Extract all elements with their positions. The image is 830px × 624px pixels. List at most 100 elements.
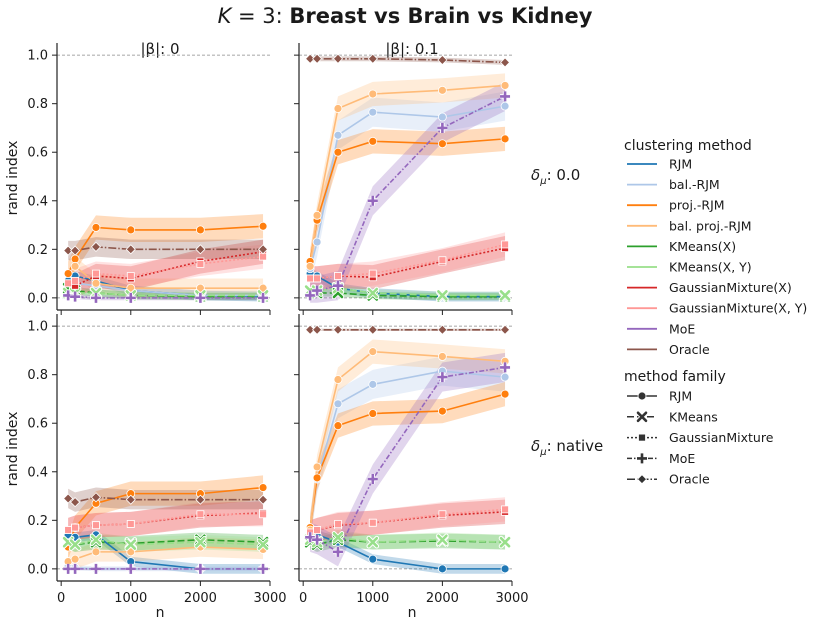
point-proj.-RJM-2900 xyxy=(500,389,510,399)
point-bal.-RJM-500 xyxy=(333,130,343,140)
legend-marker xyxy=(636,474,648,485)
y-tick-label: 0.6 xyxy=(27,146,48,161)
point-GaussianMixture(X, Y)-100 xyxy=(306,274,315,283)
point-Oracle-2000 xyxy=(195,244,206,255)
point-KMeans(X, Y)-1000 xyxy=(366,286,380,300)
x-tick-label: 1000 xyxy=(356,591,389,606)
point-Oracle-2000 xyxy=(437,324,448,335)
point-bal. proj.-RJM-100 xyxy=(305,261,315,271)
band-GaussianMixture(X) xyxy=(310,499,506,545)
row-title-delta-native: δμ: native xyxy=(531,437,603,458)
legend-item-bal. proj.-RJM: bal. proj.-RJM xyxy=(627,218,752,233)
point-bal. proj.-RJM-2000 xyxy=(437,352,447,361)
point-KMeans(X, Y)-500 xyxy=(89,533,103,546)
point-bal. proj.-RJM-2900 xyxy=(500,81,510,90)
point-bal. proj.-RJM-500 xyxy=(333,375,343,384)
point-bal.-RJM-1000 xyxy=(368,379,378,389)
y-tick-label: 0.6 xyxy=(27,417,48,432)
legend: clustering method method family RJM bal.-… xyxy=(624,138,807,487)
point-MoE-200 xyxy=(70,291,81,302)
legend-title-families: method family xyxy=(624,369,726,385)
legend-label: GaussianMixture xyxy=(669,430,774,445)
y-tick-label: 0.0 xyxy=(27,291,48,306)
point-Oracle-1000 xyxy=(125,494,136,505)
series-line-bal.-RJM xyxy=(309,105,506,269)
legend-marker xyxy=(637,391,647,401)
band-GaussianMixture(X, Y) xyxy=(310,497,506,545)
legend-label: KMeans(X) xyxy=(669,239,736,254)
point-proj.-RJM-200 xyxy=(70,254,80,264)
point-bal. proj.-RJM-200 xyxy=(312,210,322,220)
legend-label: MoE xyxy=(669,451,695,466)
band-GaussianMixture(X, Y) xyxy=(68,502,264,543)
point-proj.-RJM-2000 xyxy=(437,406,447,416)
point-GaussianMixture(X, Y)-500 xyxy=(334,272,342,280)
point-proj.-RJM-100 xyxy=(63,269,73,278)
point-MoE-200 xyxy=(312,534,323,545)
panel-r1-c1: 0 1000 2000 3000 xyxy=(294,314,529,606)
legend-item-KMeans(X): KMeans(X) xyxy=(627,239,736,254)
band-KMeans(X, Y) xyxy=(310,530,506,550)
point-GaussianMixture(X, Y)-100 xyxy=(64,526,73,534)
y-tick-label: 0.2 xyxy=(27,243,48,258)
point-KMeans(X, Y)-2900 xyxy=(498,289,512,302)
point-Oracle-2000 xyxy=(195,494,206,505)
point-GaussianMixture(X, Y)-1000 xyxy=(126,520,135,528)
legend-item-Oracle: Oracle xyxy=(627,342,710,357)
point-GaussianMixture(X, Y)-1000 xyxy=(126,272,135,280)
y-tick-label: 0.8 xyxy=(27,97,48,112)
point-proj.-RJM-1000 xyxy=(368,409,378,418)
series-line-GaussianMixture(X, Y) xyxy=(67,255,264,285)
band-proj.-RJM xyxy=(310,126,506,274)
y-tick-label: 1.0 xyxy=(27,320,48,335)
point-Oracle-500 xyxy=(332,53,344,64)
point-GaussianMixture(X, Y)-1000 xyxy=(368,269,377,278)
band-MoE xyxy=(68,293,264,301)
point-proj.-RJM-2900 xyxy=(258,221,268,231)
band-bal. proj.-RJM xyxy=(310,73,506,279)
point-Oracle-2900 xyxy=(257,494,269,505)
point-KMeans(X, Y)-200 xyxy=(68,538,82,551)
legend-family-GaussianMixture: GaussianMixture xyxy=(627,430,774,445)
point-MoE-200 xyxy=(312,285,323,296)
point-MoE-2900 xyxy=(258,563,269,574)
point-GaussianMixture(X, Y)-2900 xyxy=(259,510,267,519)
point-GaussianMixture(X, Y)-1000 xyxy=(368,518,377,527)
point-bal. proj.-RJM-2900 xyxy=(258,283,268,293)
point-KMeans(X, Y)-500 xyxy=(331,531,345,544)
legend-label: bal. proj.-RJM xyxy=(669,218,752,233)
x-tick-label: 3000 xyxy=(253,591,286,606)
legend-marker xyxy=(637,453,647,464)
series-line-MoE xyxy=(309,366,506,554)
point-bal.-RJM-2900 xyxy=(500,372,510,382)
point-proj.-RJM-500 xyxy=(333,147,343,157)
series-line-GaussianMixture(X) xyxy=(309,511,506,534)
point-Oracle-200 xyxy=(312,324,323,335)
legend-item-GaussianMixture(X, Y): GaussianMixture(X, Y) xyxy=(627,301,807,316)
series-line-MoE xyxy=(67,294,264,299)
point-Oracle-200 xyxy=(312,53,323,64)
legend-family-Oracle: Oracle xyxy=(627,472,710,487)
point-proj.-RJM-2000 xyxy=(437,139,447,149)
point-MoE-2000 xyxy=(437,122,448,133)
point-MoE-2900 xyxy=(258,292,269,303)
point-bal. proj.-RJM-500 xyxy=(91,278,101,288)
point-proj.-RJM-2900 xyxy=(258,483,268,492)
legend-label: RJM xyxy=(669,157,692,172)
band-RJM xyxy=(68,271,264,302)
x-axis-label-left: n xyxy=(156,605,165,621)
point-GaussianMixture(X, Y)-500 xyxy=(334,520,342,528)
legend-item-RJM: RJM xyxy=(627,157,692,172)
point-GaussianMixture(X, Y)-500 xyxy=(92,521,100,530)
point-bal.-RJM-2000 xyxy=(437,112,447,122)
point-RJM-1000 xyxy=(368,554,378,564)
y-tick-label: 0.2 xyxy=(27,514,48,529)
point-Oracle-2900 xyxy=(499,57,511,68)
point-bal. proj.-RJM-1000 xyxy=(368,347,378,357)
panel-r0-c1 xyxy=(294,43,513,315)
band-proj.-RJM xyxy=(68,475,264,560)
point-KMeans(X, Y)-1000 xyxy=(124,538,138,551)
point-KMeans(X, Y)-2900 xyxy=(498,535,512,549)
panel-r1-c0: 0.0 0.2 0.4 0.6 0.8 1.0 0 1000 2000 3000 xyxy=(27,314,287,606)
